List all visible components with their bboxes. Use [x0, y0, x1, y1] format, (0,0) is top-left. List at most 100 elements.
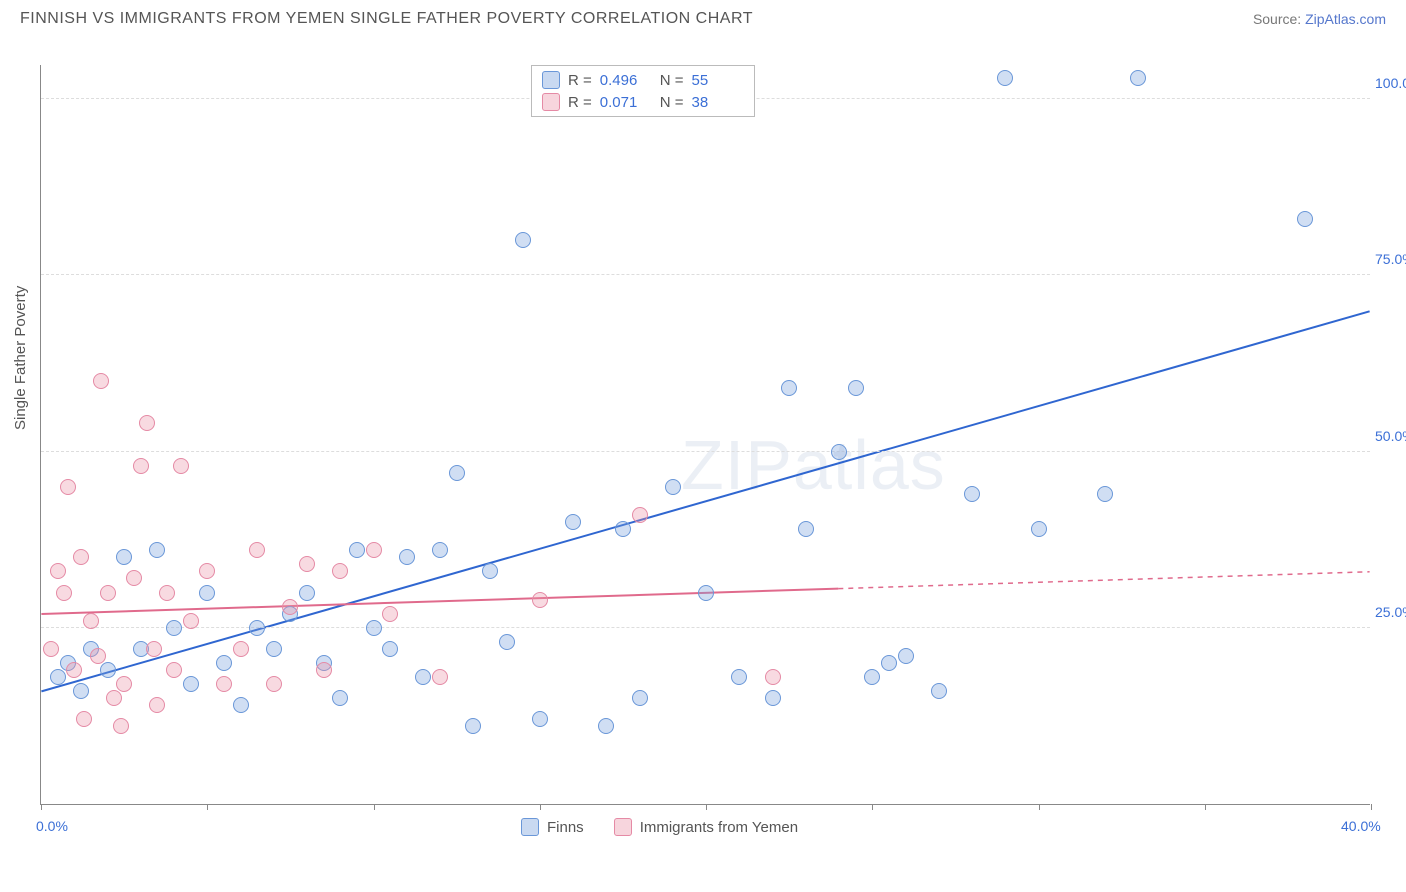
scatter-point [100, 585, 116, 601]
series-legend: Finns Immigrants from Yemen [521, 818, 798, 836]
scatter-point [106, 690, 122, 706]
gridline [41, 451, 1370, 452]
scatter-point [90, 648, 106, 664]
scatter-point [864, 669, 880, 685]
scatter-point [449, 465, 465, 481]
swatch-icon [542, 93, 560, 111]
source-attribution: Source: ZipAtlas.com [1253, 11, 1386, 27]
legend-label: Finns [547, 819, 584, 836]
scatter-point [332, 690, 348, 706]
scatter-point [282, 599, 298, 615]
scatter-point [848, 380, 864, 396]
n-label: N = [660, 94, 684, 111]
scatter-point [831, 444, 847, 460]
scatter-point [173, 458, 189, 474]
scatter-point [615, 521, 631, 537]
x-tick-mark [41, 804, 42, 810]
y-tick-label: 25.0% [1375, 604, 1406, 620]
scatter-point [632, 507, 648, 523]
scatter-point [139, 415, 155, 431]
scatter-point [499, 634, 515, 650]
scatter-point [149, 697, 165, 713]
r-value: 0.071 [600, 94, 652, 111]
scatter-point [73, 549, 89, 565]
scatter-point [66, 662, 82, 678]
scatter-point [332, 563, 348, 579]
gridline [41, 274, 1370, 275]
scatter-point [50, 669, 66, 685]
scatter-point [1097, 486, 1113, 502]
scatter-point [199, 563, 215, 579]
y-tick-label: 75.0% [1375, 251, 1406, 267]
scatter-point [482, 563, 498, 579]
scatter-point [166, 620, 182, 636]
scatter-point [964, 486, 980, 502]
r-label: R = [568, 94, 592, 111]
legend-label: Immigrants from Yemen [640, 819, 798, 836]
scatter-point [532, 711, 548, 727]
scatter-point [997, 70, 1013, 86]
scatter-point [149, 542, 165, 558]
scatter-point [76, 711, 92, 727]
scatter-point [781, 380, 797, 396]
scatter-point [299, 556, 315, 572]
x-tick-mark [706, 804, 707, 810]
scatter-point [366, 542, 382, 558]
scatter-point [266, 641, 282, 657]
source-link[interactable]: ZipAtlas.com [1305, 11, 1386, 27]
scatter-point [432, 669, 448, 685]
scatter-point [83, 613, 99, 629]
source-prefix: Source: [1253, 11, 1305, 27]
scatter-point [233, 641, 249, 657]
legend-item-yemen: Immigrants from Yemen [614, 818, 798, 836]
scatter-point [183, 676, 199, 692]
scatter-point [116, 549, 132, 565]
scatter-point [366, 620, 382, 636]
scatter-point [598, 718, 614, 734]
scatter-point [56, 585, 72, 601]
scatter-point [233, 697, 249, 713]
scatter-point [199, 585, 215, 601]
scatter-point [765, 690, 781, 706]
stats-row-finns: R = 0.496 N = 55 [538, 69, 748, 91]
scatter-point [299, 585, 315, 601]
scatter-point [931, 683, 947, 699]
scatter-point [100, 662, 116, 678]
x-tick-mark [1039, 804, 1040, 810]
scatter-point [798, 521, 814, 537]
x-tick-mark [374, 804, 375, 810]
scatter-point [1130, 70, 1146, 86]
swatch-icon [542, 71, 560, 89]
scatter-point [532, 592, 548, 608]
scatter-point [698, 585, 714, 601]
scatter-point [166, 662, 182, 678]
scatter-point [731, 669, 747, 685]
x-tick-mark [1371, 804, 1372, 810]
scatter-point [183, 613, 199, 629]
scatter-point [113, 718, 129, 734]
swatch-icon [521, 818, 539, 836]
legend-item-finns: Finns [521, 818, 584, 836]
n-label: N = [660, 72, 684, 89]
swatch-icon [614, 818, 632, 836]
y-axis-title: Single Father Poverty [12, 286, 29, 430]
scatter-point [93, 373, 109, 389]
scatter-point [216, 676, 232, 692]
scatter-point [665, 479, 681, 495]
scatter-point [73, 683, 89, 699]
scatter-point [159, 585, 175, 601]
x-tick-mark [1205, 804, 1206, 810]
scatter-point [399, 549, 415, 565]
scatter-point [126, 570, 142, 586]
stats-row-yemen: R = 0.071 N = 38 [538, 91, 748, 113]
scatter-point [632, 690, 648, 706]
scatter-point [43, 641, 59, 657]
scatter-point [1297, 211, 1313, 227]
scatter-point [898, 648, 914, 664]
scatter-point [316, 662, 332, 678]
n-value: 38 [692, 94, 744, 111]
scatter-point [465, 718, 481, 734]
scatter-point [765, 669, 781, 685]
scatter-point [146, 641, 162, 657]
scatter-point [432, 542, 448, 558]
